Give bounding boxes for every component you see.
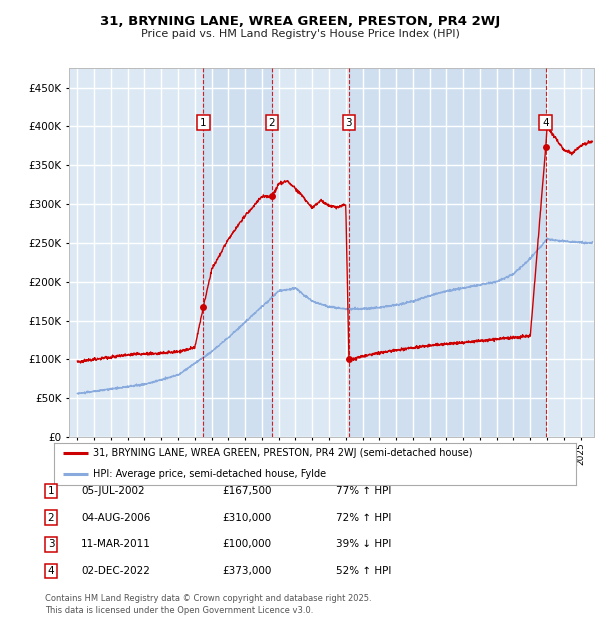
Text: 3: 3 — [346, 118, 352, 128]
Text: 1: 1 — [47, 486, 55, 496]
Text: 52% ↑ HPI: 52% ↑ HPI — [336, 566, 391, 576]
Text: 39% ↓ HPI: 39% ↓ HPI — [336, 539, 391, 549]
Text: 04-AUG-2006: 04-AUG-2006 — [81, 513, 151, 523]
Text: £310,000: £310,000 — [222, 513, 271, 523]
Text: 77% ↑ HPI: 77% ↑ HPI — [336, 486, 391, 496]
Text: 4: 4 — [542, 118, 549, 128]
Text: 31, BRYNING LANE, WREA GREEN, PRESTON, PR4 2WJ (semi-detached house): 31, BRYNING LANE, WREA GREEN, PRESTON, P… — [93, 448, 473, 458]
Text: £167,500: £167,500 — [222, 486, 271, 496]
Text: 4: 4 — [47, 566, 55, 576]
Text: 3: 3 — [47, 539, 55, 549]
Text: 2: 2 — [268, 118, 275, 128]
Text: HPI: Average price, semi-detached house, Fylde: HPI: Average price, semi-detached house,… — [93, 469, 326, 479]
Text: 72% ↑ HPI: 72% ↑ HPI — [336, 513, 391, 523]
Text: Contains HM Land Registry data © Crown copyright and database right 2025.
This d: Contains HM Land Registry data © Crown c… — [45, 594, 371, 615]
Text: 2: 2 — [47, 513, 55, 523]
Text: £373,000: £373,000 — [222, 566, 271, 576]
Text: 05-JUL-2002: 05-JUL-2002 — [81, 486, 145, 496]
Text: £100,000: £100,000 — [222, 539, 271, 549]
Text: 1: 1 — [200, 118, 206, 128]
Text: Price paid vs. HM Land Registry's House Price Index (HPI): Price paid vs. HM Land Registry's House … — [140, 29, 460, 39]
Bar — [349, 68, 545, 437]
Text: 02-DEC-2022: 02-DEC-2022 — [81, 566, 150, 576]
Text: 31, BRYNING LANE, WREA GREEN, PRESTON, PR4 2WJ: 31, BRYNING LANE, WREA GREEN, PRESTON, P… — [100, 16, 500, 29]
Bar — [203, 68, 272, 437]
Text: 11-MAR-2011: 11-MAR-2011 — [81, 539, 151, 549]
